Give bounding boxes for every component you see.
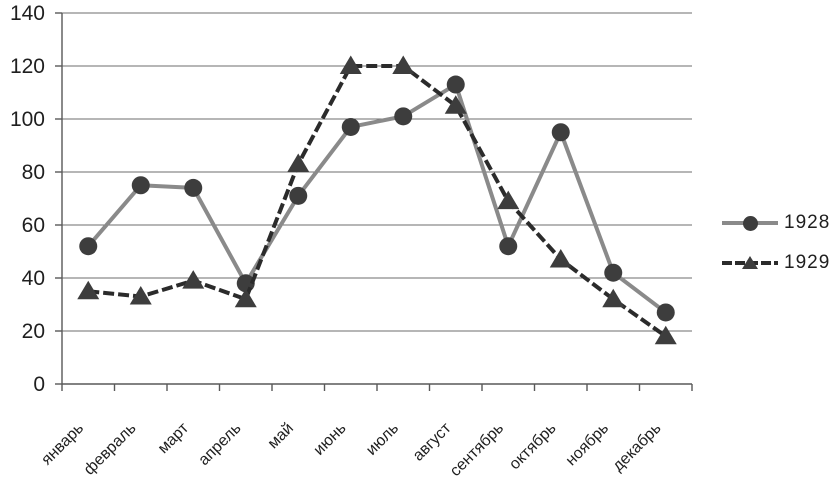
y-axis-label: 40 (22, 267, 45, 290)
x-axis-label: октябрь (506, 420, 559, 473)
x-axis-label: апрель (195, 420, 244, 469)
marker-triangle-1929 (392, 55, 415, 74)
legend-label-1928: 1928 (784, 212, 831, 233)
y-axis-label: 140 (10, 2, 45, 25)
marker-triangle-1929 (287, 153, 310, 173)
y-axis-label: 20 (22, 320, 45, 343)
y-axis-label: 120 (10, 55, 45, 78)
marker-triangle-1929 (129, 286, 152, 305)
x-axis-label: июнь (311, 420, 350, 459)
legend-marker-1928-icon (722, 211, 778, 235)
x-axis-label: сентябрь (447, 420, 507, 480)
y-axis-label: 80 (22, 161, 45, 184)
legend-item-1929: 1929 (722, 251, 830, 275)
x-axis-label: ноябрь (563, 420, 612, 469)
marker-triangle-1929 (77, 280, 100, 300)
legend: 1928 1929 (722, 211, 830, 275)
series-line-1929 (88, 64, 667, 338)
y-axis-label: 100 (10, 108, 45, 131)
marker-circle-1928 (289, 186, 308, 205)
x-axis-label: декабрь (610, 420, 665, 475)
marker-circle-1928 (446, 75, 465, 94)
x-axis-label: март (155, 419, 193, 457)
marker-triangle-1929 (339, 55, 362, 74)
marker-circle-1928 (184, 178, 203, 197)
marker-circle-1928 (499, 237, 518, 256)
marker-circle-1928 (656, 303, 675, 322)
marker-triangle-1929 (234, 288, 257, 308)
marker-triangle-1929 (602, 288, 625, 308)
y-axis-label: 60 (22, 214, 45, 237)
marker-circle-1928 (79, 237, 98, 256)
marker-circle-1928 (551, 123, 570, 142)
marker-triangle-1929 (549, 248, 572, 268)
legend-label-1929: 1929 (784, 252, 831, 273)
marker-circle-1928 (131, 176, 150, 195)
x-axis-label: июль (363, 420, 402, 459)
x-axis-label: август (410, 419, 455, 464)
x-axis-label: февраль (81, 420, 140, 479)
marker-triangle-1929 (497, 190, 520, 210)
legend-marker-1929-icon (722, 251, 778, 275)
marker-triangle-1929 (182, 270, 205, 289)
x-axis-label: май (265, 420, 297, 452)
legend-item-1928: 1928 (722, 211, 830, 235)
x-axis-label: январь (38, 420, 87, 469)
marker-circle-1928 (604, 263, 623, 282)
marker-triangle-1929 (444, 95, 467, 114)
marker-circle-1928 (341, 117, 360, 136)
marker-circle-1928 (394, 107, 413, 126)
y-axis-label: 0 (33, 373, 45, 396)
marker-triangle-1929 (654, 325, 677, 345)
